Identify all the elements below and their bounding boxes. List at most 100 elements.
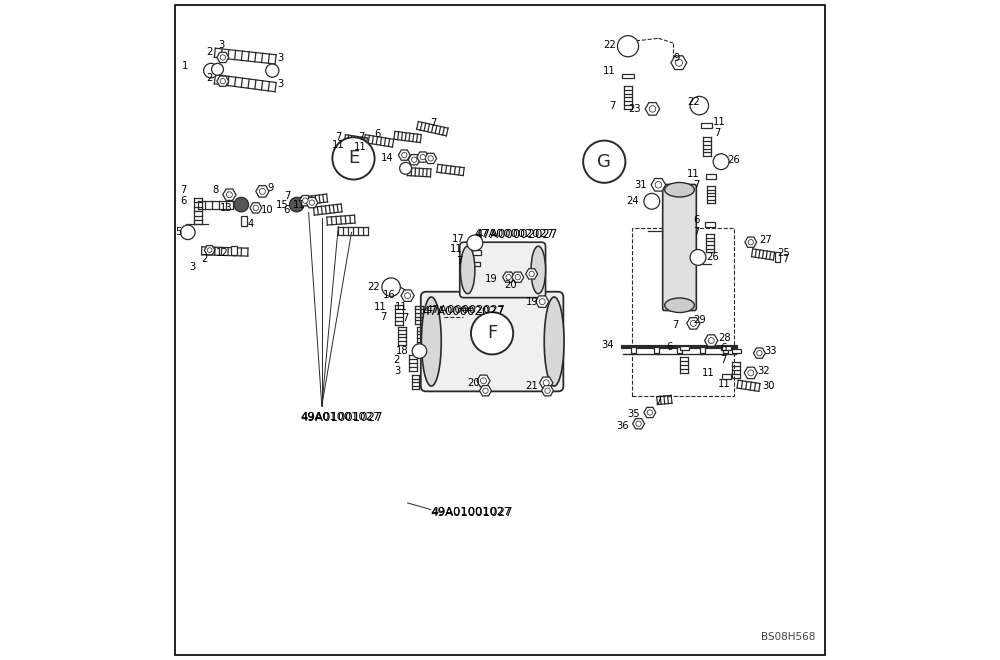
Text: 26: 26	[706, 252, 719, 263]
Polygon shape	[503, 272, 515, 282]
Circle shape	[647, 410, 652, 415]
Polygon shape	[721, 346, 731, 350]
Text: 7: 7	[672, 319, 678, 330]
Polygon shape	[723, 347, 728, 354]
Circle shape	[515, 275, 520, 280]
FancyBboxPatch shape	[663, 185, 696, 311]
Polygon shape	[753, 348, 765, 358]
Text: 7: 7	[180, 185, 186, 195]
Circle shape	[757, 350, 762, 356]
Circle shape	[332, 137, 375, 180]
Circle shape	[583, 141, 625, 183]
Circle shape	[690, 320, 696, 327]
Text: 14: 14	[380, 153, 393, 164]
Circle shape	[690, 249, 706, 265]
Polygon shape	[425, 153, 437, 164]
Text: 20: 20	[468, 378, 480, 388]
Text: 36: 36	[616, 420, 629, 431]
Text: BS08H568: BS08H568	[761, 632, 815, 642]
Text: 25: 25	[777, 248, 790, 259]
Text: 7: 7	[284, 191, 290, 201]
Text: 1: 1	[182, 61, 188, 71]
Ellipse shape	[665, 182, 694, 197]
Circle shape	[382, 278, 400, 296]
Polygon shape	[480, 385, 491, 396]
Circle shape	[506, 275, 511, 280]
Ellipse shape	[665, 298, 694, 313]
Circle shape	[220, 79, 225, 84]
Text: 11: 11	[603, 66, 616, 77]
Text: 47A00002027: 47A00002027	[475, 228, 557, 241]
Ellipse shape	[544, 297, 564, 386]
Polygon shape	[775, 252, 780, 261]
Text: 2: 2	[393, 354, 400, 365]
Polygon shape	[631, 347, 636, 354]
Polygon shape	[701, 123, 712, 127]
Polygon shape	[732, 348, 741, 354]
Polygon shape	[401, 290, 414, 302]
Text: 11: 11	[354, 141, 367, 152]
Text: 6: 6	[375, 129, 381, 139]
Polygon shape	[671, 56, 687, 69]
Text: 16: 16	[383, 290, 396, 300]
Circle shape	[204, 63, 218, 78]
Circle shape	[226, 191, 232, 198]
Polygon shape	[217, 76, 229, 86]
Circle shape	[402, 152, 407, 158]
Text: 22: 22	[367, 282, 380, 292]
Text: 11: 11	[395, 302, 408, 312]
Polygon shape	[536, 296, 549, 308]
Text: 49A01001027: 49A01001027	[431, 506, 513, 519]
Polygon shape	[651, 178, 666, 191]
Text: 11: 11	[687, 168, 700, 179]
Text: 11: 11	[713, 117, 726, 127]
Text: 2: 2	[207, 73, 213, 83]
Text: F: F	[487, 324, 497, 343]
Text: 6: 6	[667, 341, 673, 352]
Text: 9: 9	[673, 53, 679, 63]
Text: 17: 17	[452, 234, 465, 244]
Polygon shape	[744, 367, 757, 379]
Circle shape	[234, 197, 249, 212]
Text: 7: 7	[430, 118, 437, 129]
FancyBboxPatch shape	[421, 292, 563, 391]
Text: 11: 11	[718, 379, 731, 389]
Text: 49A01001027: 49A01001027	[431, 507, 511, 517]
Text: 11: 11	[293, 199, 306, 210]
Text: 18: 18	[396, 346, 409, 356]
Circle shape	[412, 157, 417, 162]
Polygon shape	[745, 237, 757, 248]
Text: 7: 7	[720, 355, 726, 366]
Text: 49A01001027: 49A01001027	[301, 412, 381, 422]
Text: 5: 5	[176, 227, 182, 238]
Circle shape	[467, 235, 483, 251]
Text: 28: 28	[718, 333, 730, 343]
Polygon shape	[299, 195, 311, 206]
Polygon shape	[526, 269, 538, 279]
Text: 6: 6	[694, 215, 700, 226]
Text: 13: 13	[219, 203, 232, 213]
Polygon shape	[687, 317, 700, 329]
Text: 47A00002027: 47A00002027	[475, 228, 555, 239]
Circle shape	[539, 298, 545, 304]
Text: G: G	[597, 152, 611, 171]
Polygon shape	[644, 407, 656, 418]
Text: 2: 2	[201, 253, 208, 264]
Circle shape	[412, 344, 427, 358]
Polygon shape	[705, 335, 718, 346]
Circle shape	[529, 271, 534, 277]
Text: 22: 22	[603, 40, 616, 50]
Polygon shape	[705, 222, 715, 226]
Circle shape	[617, 36, 639, 57]
Text: 3: 3	[277, 53, 283, 63]
Text: 24: 24	[626, 196, 639, 207]
Circle shape	[400, 162, 412, 174]
Polygon shape	[680, 346, 689, 350]
Text: 20: 20	[504, 280, 516, 290]
Circle shape	[543, 379, 549, 385]
Text: 26: 26	[728, 154, 740, 165]
Polygon shape	[470, 251, 481, 255]
Ellipse shape	[531, 246, 546, 294]
Circle shape	[181, 225, 195, 240]
Text: 10: 10	[261, 205, 274, 215]
